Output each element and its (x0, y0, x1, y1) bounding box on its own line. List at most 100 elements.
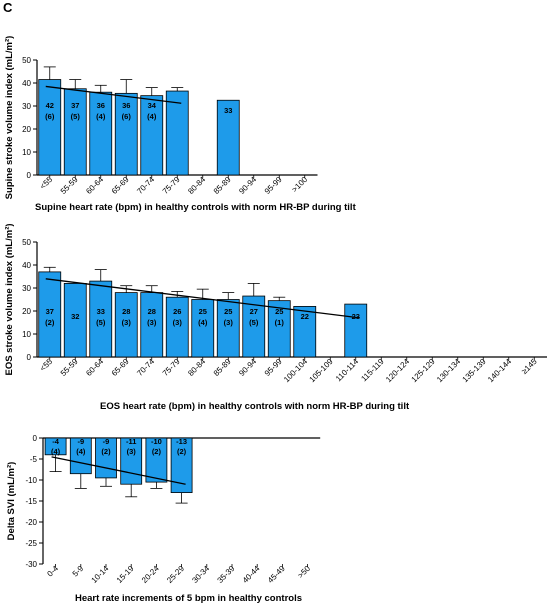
bar-value-label: 28 (122, 307, 130, 316)
y-tick-label: -25 (25, 539, 37, 548)
y-tick-label: 0 (27, 171, 32, 180)
x-tick-label: 35-39 (216, 564, 237, 585)
bar (165, 90, 189, 176)
y-axis-title: Delta SVI (mL/m²) (6, 462, 17, 541)
y-tick-label: 20 (22, 307, 31, 316)
y-tick-label: 10 (22, 330, 31, 339)
bar-value-label: 32 (71, 312, 79, 321)
x-tick-label: 25-29 (165, 564, 186, 585)
bar-value-label: -11 (126, 437, 136, 446)
bar-count-label: (5) (96, 318, 106, 327)
bar-value-label: 33 (97, 307, 105, 316)
trend-line (45, 85, 182, 104)
y-tick-label: 50 (22, 238, 31, 247)
y-axis-title: EOS stroke volume index (mL/m²) (4, 223, 15, 375)
y-tick-label: 0 (33, 434, 38, 443)
x-tick-label: 40-44 (241, 564, 262, 585)
x-tick-label: 55-59 (59, 357, 80, 378)
bar-count-label: (4) (51, 447, 61, 456)
y-tick-label: -5 (30, 455, 38, 464)
bar-value-label: 26 (173, 307, 181, 316)
y-tick-label: 40 (22, 261, 31, 270)
x-tick-label: 45-49 (266, 564, 287, 585)
x-tick-label: 55-59 (59, 175, 80, 196)
bar-count-label: (4) (96, 112, 106, 121)
x-tick-label: 80-84 (186, 357, 207, 378)
y-tick-label: 40 (22, 79, 31, 88)
bar-value-label: -9 (103, 437, 110, 446)
x-tick-label: 75-79 (161, 357, 182, 378)
x-tick-label: 95-99 (263, 175, 284, 196)
x-tick-label: 20-24 (140, 564, 161, 585)
bar-count-label: (4) (76, 447, 86, 456)
y-tick-label: 10 (22, 148, 31, 157)
x-tick-label: >50 (296, 564, 312, 580)
bar-value-label: 23 (352, 312, 360, 321)
y-tick-label: -30 (25, 560, 37, 569)
bar-count-label: (3) (224, 318, 234, 327)
bar-count-label: (3) (173, 318, 183, 327)
bar-count-label: (6) (45, 112, 55, 121)
x-axis-title: Supine heart rate (bpm) in healthy contr… (35, 202, 357, 213)
y-tick-label: 0 (27, 353, 32, 362)
x-tick-label: 5-9 (71, 564, 86, 579)
x-tick-label: 110-114 (334, 357, 361, 384)
x-tick-label: 65-69 (110, 357, 131, 378)
bar-value-label: 28 (148, 307, 156, 316)
y-tick-label: 20 (22, 125, 31, 134)
trend-line (51, 456, 186, 485)
bar (38, 79, 62, 176)
x-tick-label: >100 (290, 175, 309, 194)
x-tick-label: 130-134 (435, 357, 463, 385)
x-tick-label: 30-34 (190, 564, 211, 585)
x-tick-label: 115-119 (359, 357, 386, 384)
bar-value-label: -10 (151, 437, 162, 446)
x-tick-label: 90-94 (237, 357, 258, 378)
trend-line (45, 278, 360, 319)
bar-count-label: (4) (198, 318, 208, 327)
bar-value-label: 33 (224, 106, 232, 115)
x-tick-label: 90-94 (237, 175, 258, 196)
y-tick-label: -20 (25, 518, 37, 527)
x-tick-label: 10-14 (90, 564, 111, 585)
x-tick-label: 135-139 (461, 357, 489, 385)
x-tick-label: ≥145 (520, 357, 539, 376)
x-axis-title: Heart rate increments of 5 bpm in health… (75, 593, 302, 604)
bar-count-label: (3) (127, 447, 137, 456)
bar-value-label: 42 (46, 101, 54, 110)
x-tick-label: 60-64 (84, 357, 105, 378)
x-tick-label: 75-79 (161, 175, 182, 196)
x-tick-label: 140-144 (486, 357, 514, 385)
x-tick-label: 100-104 (282, 357, 310, 385)
bar-value-label: -9 (77, 437, 84, 446)
x-tick-label: 70-74 (135, 175, 156, 196)
bar-count-label: (2) (45, 318, 55, 327)
y-tick-label: 50 (22, 56, 31, 65)
bar-value-label: 25 (275, 307, 283, 316)
bar-value-label: 36 (97, 101, 105, 110)
x-tick-label: 80-84 (186, 175, 207, 196)
bar-value-label: 25 (199, 307, 207, 316)
x-tick-label: <55 (38, 357, 54, 373)
y-tick-label: -10 (25, 476, 37, 485)
bar-value-label: 34 (148, 101, 157, 110)
x-tick-label: 70-74 (135, 357, 156, 378)
x-tick-label: 85-89 (212, 357, 233, 378)
panel-letter: C (3, 0, 13, 15)
x-tick-label: 60-64 (84, 175, 105, 196)
bar-value-label: 22 (301, 312, 309, 321)
y-tick-label: -15 (25, 497, 37, 506)
x-axis-title: EOS heart rate (bpm) in healthy controls… (100, 401, 410, 412)
bar-value-label: 36 (122, 101, 130, 110)
bar-count-label: (2) (152, 447, 162, 456)
bar-count-label: (4) (147, 112, 157, 121)
bar-value-label: 25 (224, 307, 232, 316)
bar-count-label: (3) (147, 318, 157, 327)
bar-value-label: 37 (46, 307, 54, 316)
bar-count-label: (1) (275, 318, 285, 327)
bar-value-label: -13 (176, 437, 187, 446)
y-tick-label: 30 (22, 102, 31, 111)
x-tick-label: 65-69 (110, 175, 131, 196)
bar-count-label: (3) (122, 318, 132, 327)
